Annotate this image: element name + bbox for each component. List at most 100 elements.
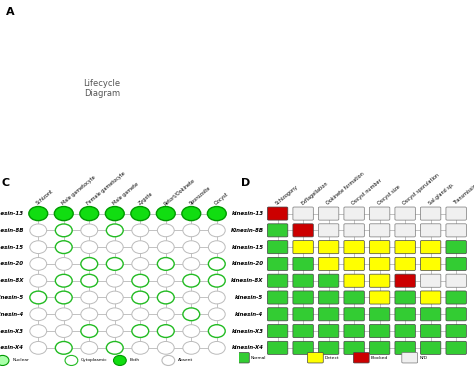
FancyBboxPatch shape [319, 291, 339, 304]
Ellipse shape [132, 325, 149, 337]
Text: kinesin-8X: kinesin-8X [231, 278, 264, 283]
Ellipse shape [106, 224, 123, 237]
Ellipse shape [0, 355, 9, 365]
Ellipse shape [209, 224, 225, 237]
Ellipse shape [132, 241, 149, 254]
Ellipse shape [183, 224, 200, 237]
Text: Exflagellation: Exflagellation [300, 181, 329, 206]
FancyBboxPatch shape [369, 274, 390, 287]
Ellipse shape [157, 308, 174, 321]
FancyBboxPatch shape [344, 308, 365, 321]
FancyBboxPatch shape [267, 274, 288, 287]
Text: kinesin-15: kinesin-15 [0, 245, 24, 250]
Text: kinesin-4: kinesin-4 [235, 312, 264, 317]
FancyBboxPatch shape [420, 325, 441, 337]
Ellipse shape [81, 258, 98, 270]
Text: B: B [209, 5, 218, 15]
Text: Schizont: Schizont [35, 189, 55, 206]
Text: Schizogony: Schizogony [274, 184, 299, 206]
Text: Sporozoite: Sporozoite [188, 185, 211, 206]
Ellipse shape [162, 355, 175, 365]
Ellipse shape [209, 325, 225, 337]
Text: N/D: N/D [419, 356, 427, 360]
Ellipse shape [30, 308, 46, 321]
Ellipse shape [157, 325, 174, 337]
FancyBboxPatch shape [446, 257, 466, 270]
Text: D: D [241, 178, 250, 188]
Ellipse shape [105, 206, 124, 221]
FancyBboxPatch shape [395, 207, 415, 220]
FancyBboxPatch shape [293, 341, 313, 354]
FancyBboxPatch shape [446, 291, 466, 304]
Text: Normal: Normal [251, 356, 266, 360]
Ellipse shape [183, 342, 200, 354]
Text: kinesin-X4: kinesin-X4 [232, 345, 264, 350]
Text: Male gametocyte: Male gametocyte [61, 175, 96, 206]
Ellipse shape [183, 325, 200, 337]
Text: kinesin-X4: kinesin-X4 [0, 345, 24, 350]
Ellipse shape [209, 258, 225, 270]
FancyBboxPatch shape [267, 308, 288, 321]
Ellipse shape [183, 308, 200, 321]
FancyBboxPatch shape [319, 274, 339, 287]
Ellipse shape [132, 291, 149, 304]
FancyBboxPatch shape [395, 325, 415, 337]
FancyBboxPatch shape [395, 341, 415, 354]
Ellipse shape [55, 291, 72, 304]
FancyBboxPatch shape [319, 207, 339, 220]
Text: Lifecycle
Diagram: Lifecycle Diagram [83, 79, 120, 98]
FancyBboxPatch shape [446, 341, 466, 354]
Ellipse shape [30, 342, 46, 354]
FancyBboxPatch shape [353, 353, 369, 363]
Ellipse shape [55, 206, 73, 221]
Text: kinesin-4: kinesin-4 [0, 312, 24, 317]
Ellipse shape [209, 241, 225, 254]
Text: Transmission: Transmission [453, 182, 474, 206]
Ellipse shape [132, 258, 149, 270]
FancyBboxPatch shape [395, 308, 415, 321]
Text: Oocyst number: Oocyst number [351, 178, 383, 206]
FancyBboxPatch shape [319, 325, 339, 337]
FancyBboxPatch shape [293, 308, 313, 321]
Text: Absent: Absent [178, 358, 193, 362]
FancyBboxPatch shape [395, 291, 415, 304]
Ellipse shape [209, 291, 225, 304]
Ellipse shape [55, 325, 72, 337]
FancyBboxPatch shape [319, 257, 339, 270]
Ellipse shape [132, 308, 149, 321]
Ellipse shape [55, 308, 72, 321]
Text: Cytoplasmic: Cytoplasmic [81, 358, 108, 362]
Ellipse shape [30, 224, 46, 237]
Text: kinesin-15: kinesin-15 [231, 245, 264, 250]
Ellipse shape [209, 308, 225, 321]
Ellipse shape [131, 206, 150, 221]
FancyBboxPatch shape [293, 325, 313, 337]
Ellipse shape [81, 224, 98, 237]
Ellipse shape [157, 241, 174, 254]
Ellipse shape [55, 241, 72, 254]
Text: Nuclear: Nuclear [12, 358, 29, 362]
FancyBboxPatch shape [344, 207, 365, 220]
FancyBboxPatch shape [369, 341, 390, 354]
Ellipse shape [65, 355, 78, 365]
Text: kinesin-X3: kinesin-X3 [232, 329, 264, 333]
Ellipse shape [30, 258, 46, 270]
FancyBboxPatch shape [344, 341, 365, 354]
FancyBboxPatch shape [344, 291, 365, 304]
FancyBboxPatch shape [402, 353, 418, 363]
FancyBboxPatch shape [267, 241, 288, 254]
Text: kinesin-20: kinesin-20 [0, 261, 24, 266]
Text: kinesin-13: kinesin-13 [0, 211, 24, 216]
Ellipse shape [106, 308, 123, 321]
Ellipse shape [106, 342, 123, 354]
Text: Both: Both [129, 358, 140, 362]
Ellipse shape [157, 258, 174, 270]
Ellipse shape [81, 274, 98, 287]
Ellipse shape [156, 206, 175, 221]
Text: Zygote: Zygote [137, 191, 154, 206]
Text: kinesin-5: kinesin-5 [0, 295, 24, 300]
Text: Male gamete: Male gamete [111, 181, 139, 206]
FancyBboxPatch shape [446, 241, 466, 254]
FancyBboxPatch shape [293, 291, 313, 304]
FancyBboxPatch shape [369, 291, 390, 304]
